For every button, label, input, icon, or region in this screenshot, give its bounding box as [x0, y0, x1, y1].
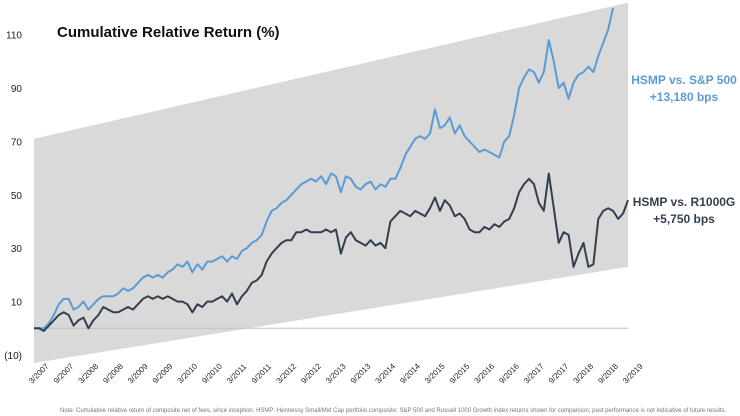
- x-tick-label: 3/2007: [27, 361, 51, 385]
- x-tick-label: 9/2008: [101, 361, 125, 385]
- x-tick-label: 9/2016: [497, 361, 521, 385]
- x-tick-label: 3/2009: [126, 361, 150, 385]
- x-tick-label: 9/2015: [448, 361, 472, 385]
- x-tick-label: 9/2014: [398, 361, 422, 385]
- x-tick-label: 9/2018: [596, 361, 620, 385]
- footnote: Note: Cumulative relative return of comp…: [60, 408, 727, 414]
- series-annotation-r1000g: +5,750 bps: [653, 212, 715, 226]
- series-line-r1000g: [34, 172, 629, 332]
- y-tick-label: 90: [11, 84, 23, 95]
- x-tick-label: 3/2018: [572, 361, 596, 385]
- x-tick-label: 3/2013: [324, 361, 348, 385]
- channel-band: [34, 2, 628, 364]
- x-tick-label: 9/2009: [151, 361, 175, 385]
- x-tick-label: 3/2012: [275, 361, 299, 385]
- y-tick-label: 110: [6, 31, 22, 42]
- chart-title: Cumulative Relative Return (%): [57, 24, 280, 41]
- x-tick-label: 9/2013: [349, 361, 373, 385]
- series-annotation-sp500: +13,180 bps: [650, 90, 719, 104]
- x-tick-label: 3/2014: [374, 361, 398, 385]
- x-tick-label: 9/2017: [547, 361, 571, 385]
- x-tick-label: 3/2008: [77, 361, 101, 385]
- y-tick-label: (10): [4, 351, 22, 362]
- x-tick-label: 9/2012: [299, 361, 323, 385]
- x-tick-label: 9/2011: [250, 362, 274, 386]
- x-tick-label: 3/2011: [225, 362, 249, 386]
- y-tick-label: 10: [11, 298, 23, 309]
- x-tick-label: 3/2017: [522, 361, 546, 385]
- series-line-sp500: [34, 7, 615, 330]
- y-axis-ticks: (10) 10 30 50 70 90 110: [4, 31, 22, 362]
- x-tick-label: 3/2016: [473, 361, 497, 385]
- x-tick-label: 3/2019: [621, 361, 645, 385]
- x-tick-label: 3/2010: [176, 361, 200, 385]
- x-axis-ticks: 3/2007 9/2007 3/2008 9/2008 3/2009 9/2009 3/20…: [27, 361, 645, 385]
- y-tick-label: 30: [11, 244, 23, 255]
- series-label-r1000g: HSMP vs. R1000G: [633, 195, 736, 209]
- y-tick-label: 50: [11, 191, 23, 202]
- series-label-sp500: HSMP vs. S&P 500: [631, 73, 737, 87]
- x-tick-label: 9/2007: [52, 361, 76, 385]
- y-tick-label: 70: [11, 137, 23, 148]
- x-tick-label: 9/2010: [200, 361, 224, 385]
- x-tick-label: 3/2015: [423, 361, 447, 385]
